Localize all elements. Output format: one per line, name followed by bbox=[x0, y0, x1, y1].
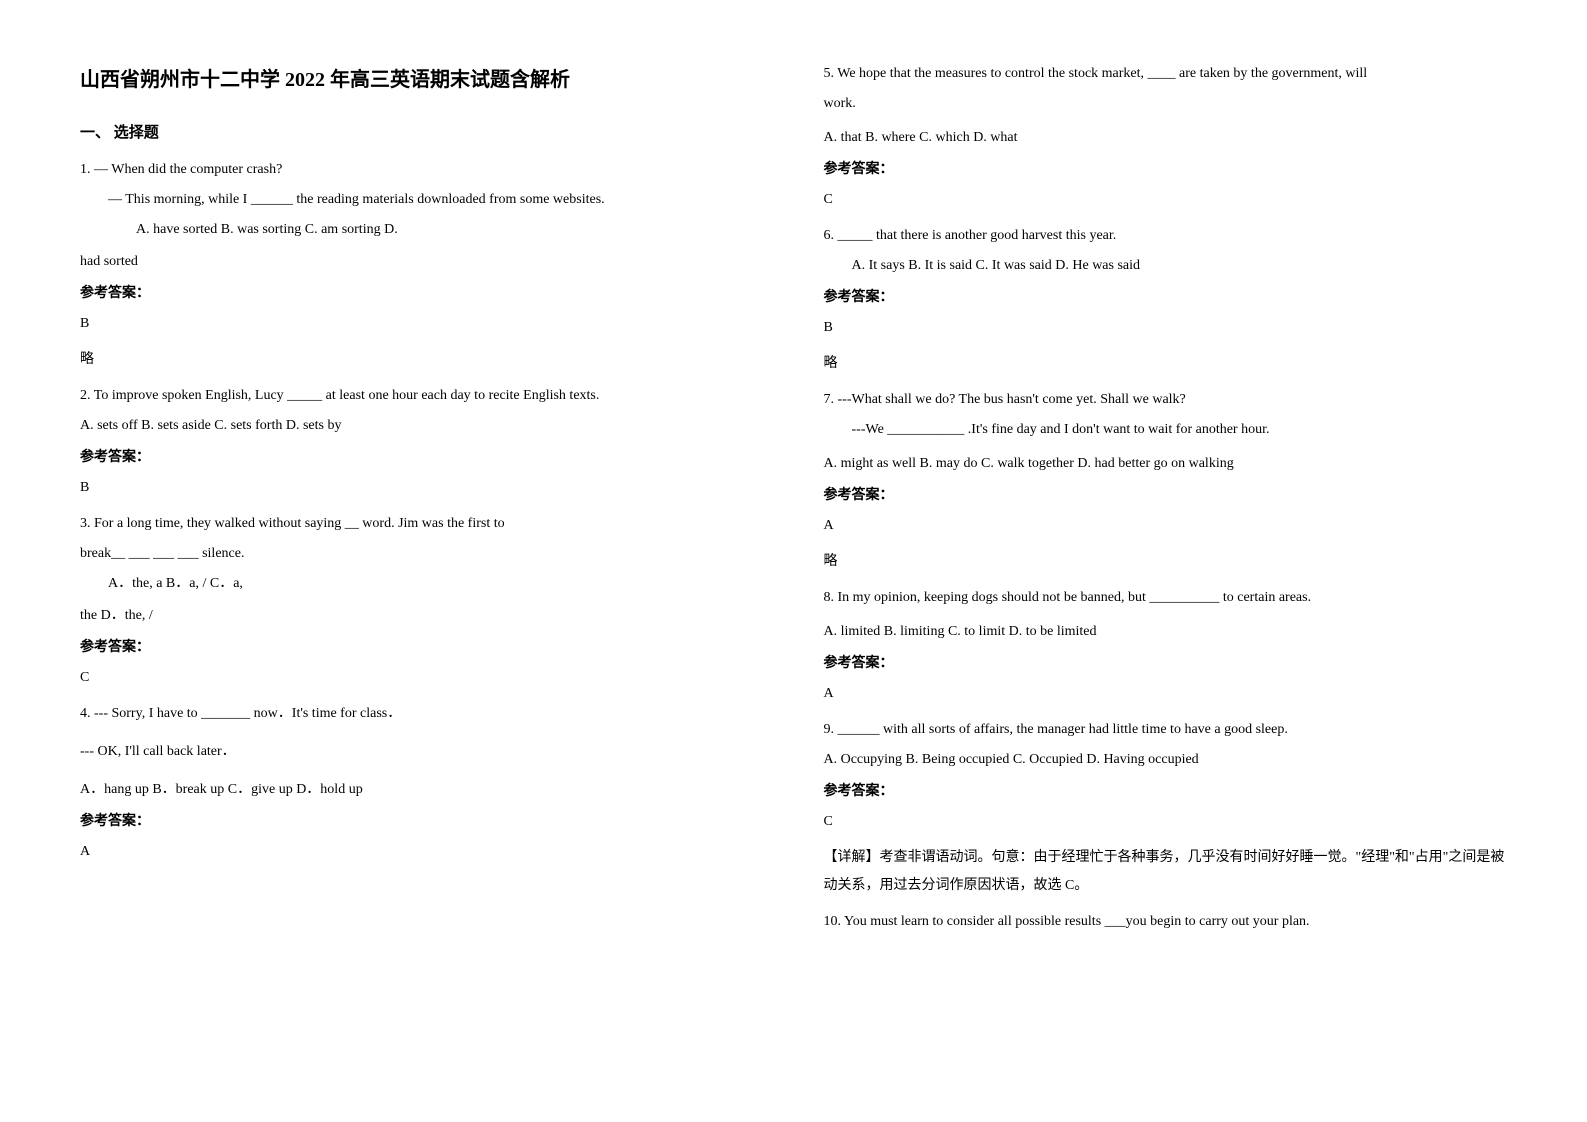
answer-value: A bbox=[824, 680, 1508, 708]
question-text: 9. ______ with all sorts of affairs, the… bbox=[824, 716, 1508, 744]
right-column: 5. We hope that the measures to control … bbox=[824, 60, 1508, 1062]
question-options: A. It says B. It is said C. It was said … bbox=[824, 252, 1508, 280]
question-4: 4. --- Sorry, I have to _______ now．It's… bbox=[80, 700, 764, 866]
answer-label: 参考答案： bbox=[824, 482, 1508, 510]
question-options: A. limited B. limiting C. to limit D. to… bbox=[824, 618, 1508, 646]
question-text: 2. To improve spoken English, Lucy _____… bbox=[80, 382, 764, 410]
answer-label: 参考答案： bbox=[80, 280, 764, 308]
question-options: A．the, a B．a, / C．a, bbox=[80, 570, 764, 598]
question-options: A. that B. where C. which D. what bbox=[824, 124, 1508, 152]
question-options: A．hang up B．break up C．give up D．hold up bbox=[80, 776, 764, 804]
question-1: 1. — When did the computer crash? — This… bbox=[80, 156, 764, 374]
answer-label: 参考答案： bbox=[824, 156, 1508, 184]
question-options: had sorted bbox=[80, 248, 764, 276]
answer-value: C bbox=[80, 664, 764, 692]
answer-label: 参考答案： bbox=[824, 778, 1508, 806]
question-3: 3. For a long time, they walked without … bbox=[80, 510, 764, 692]
answer-value: A bbox=[80, 838, 764, 866]
question-text: 5. We hope that the measures to control … bbox=[824, 60, 1508, 88]
question-text: 4. --- Sorry, I have to _______ now．It's… bbox=[80, 700, 764, 728]
answer-label: 参考答案： bbox=[824, 650, 1508, 678]
answer-label: 参考答案： bbox=[80, 444, 764, 472]
question-7: 7. ---What shall we do? The bus hasn't c… bbox=[824, 386, 1508, 576]
question-text: --- OK, I'll call back later． bbox=[80, 738, 764, 766]
question-note: 略 bbox=[824, 350, 1508, 378]
question-text: 3. For a long time, they walked without … bbox=[80, 510, 764, 538]
answer-label: 参考答案： bbox=[824, 284, 1508, 312]
answer-value: C bbox=[824, 808, 1508, 836]
question-text: work. bbox=[824, 90, 1508, 118]
question-options: A. Occupying B. Being occupied C. Occupi… bbox=[824, 746, 1508, 774]
question-options: the D．the, / bbox=[80, 602, 764, 630]
question-text: ---We ___________ .It's fine day and I d… bbox=[824, 416, 1508, 444]
answer-value: C bbox=[824, 186, 1508, 214]
question-2: 2. To improve spoken English, Lucy _____… bbox=[80, 382, 764, 502]
left-column: 山西省朔州市十二中学 2022 年高三英语期末试题含解析 一、 选择题 1. —… bbox=[80, 60, 764, 1062]
question-10: 10. You must learn to consider all possi… bbox=[824, 908, 1508, 936]
answer-value: A bbox=[824, 512, 1508, 540]
question-explanation: 【详解】考查非谓语动词。句意：由于经理忙于各种事务，几乎没有时间好好睡一觉。"经… bbox=[824, 844, 1508, 900]
answer-value: B bbox=[80, 310, 764, 338]
document-title: 山西省朔州市十二中学 2022 年高三英语期末试题含解析 bbox=[80, 60, 764, 100]
answer-label: 参考答案： bbox=[80, 808, 764, 836]
answer-value: B bbox=[824, 314, 1508, 342]
question-options: A. have sorted B. was sorting C. am sort… bbox=[80, 216, 764, 244]
answer-value: B bbox=[80, 474, 764, 502]
question-options: A. might as well B. may do C. walk toget… bbox=[824, 450, 1508, 478]
question-text: 8. In my opinion, keeping dogs should no… bbox=[824, 584, 1508, 612]
question-9: 9. ______ with all sorts of affairs, the… bbox=[824, 716, 1508, 900]
question-note: 略 bbox=[824, 548, 1508, 576]
question-text: — This morning, while I ______ the readi… bbox=[80, 186, 764, 214]
question-options-row: A. have sorted B. was sorting C. am sort… bbox=[80, 222, 398, 237]
question-5: 5. We hope that the measures to control … bbox=[824, 60, 1508, 214]
question-text: 6. _____ that there is another good harv… bbox=[824, 222, 1508, 250]
question-text: 10. You must learn to consider all possi… bbox=[824, 908, 1508, 936]
question-8: 8. In my opinion, keeping dogs should no… bbox=[824, 584, 1508, 708]
question-options: A. sets off B. sets aside C. sets forth … bbox=[80, 412, 764, 440]
answer-label: 参考答案： bbox=[80, 634, 764, 662]
question-text: 1. — When did the computer crash? bbox=[80, 156, 764, 184]
question-text: 7. ---What shall we do? The bus hasn't c… bbox=[824, 386, 1508, 414]
section-heading: 一、 选择题 bbox=[80, 118, 764, 148]
question-note: 略 bbox=[80, 346, 764, 374]
question-6: 6. _____ that there is another good harv… bbox=[824, 222, 1508, 378]
question-text: break__ ___ ___ ___ silence. bbox=[80, 540, 764, 568]
